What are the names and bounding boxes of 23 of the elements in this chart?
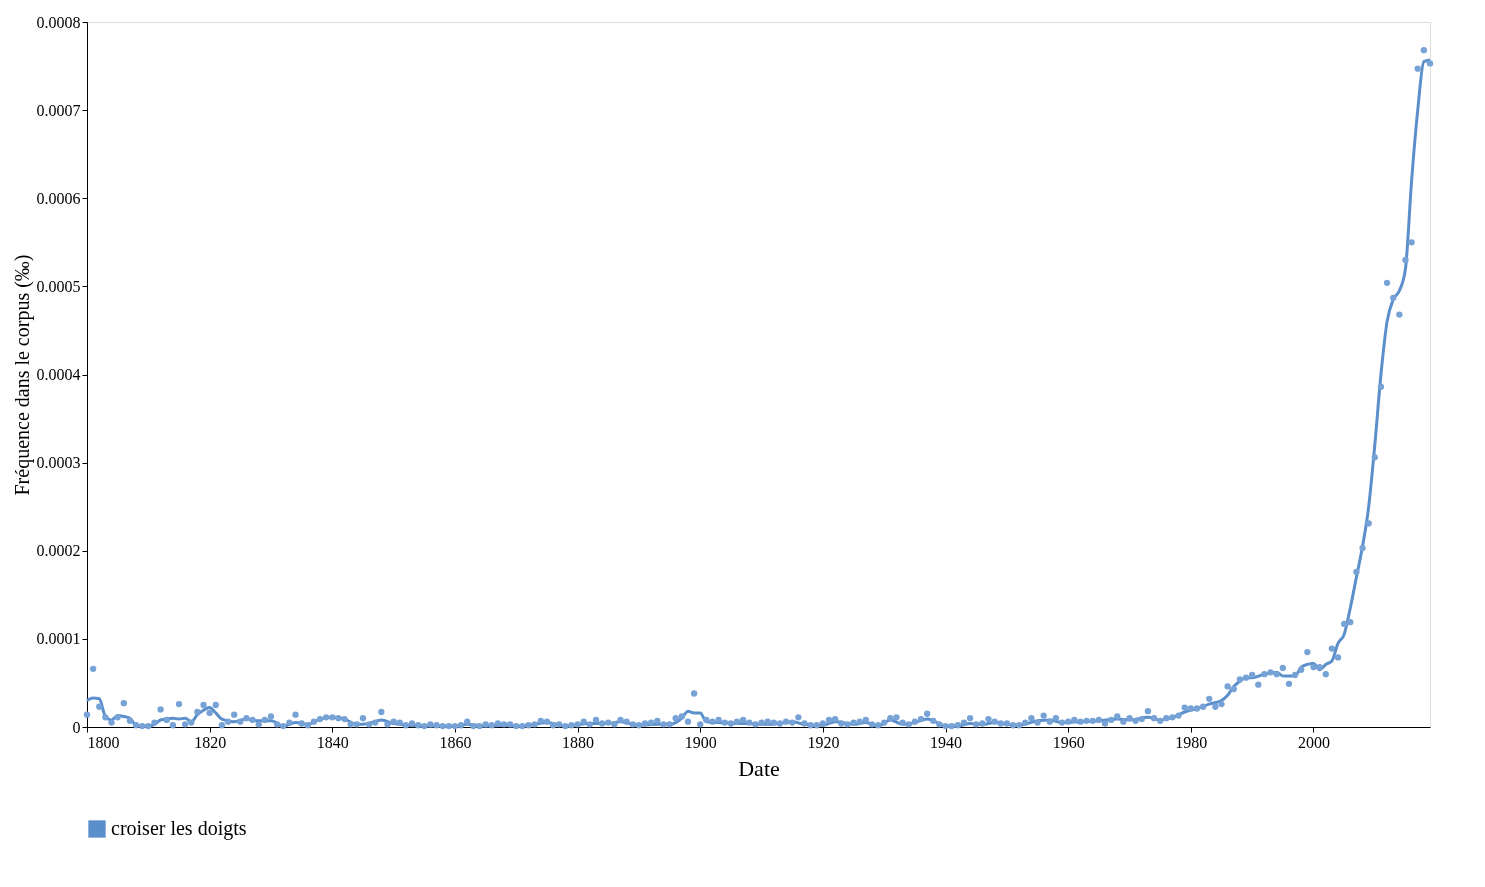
y-tick-label: 0.0006 (36, 189, 81, 207)
y-tick-label: 0 (72, 718, 81, 736)
y-tick-label: 0.0001 (36, 630, 81, 648)
x-tick-label: 1980 (1175, 733, 1208, 751)
x-tick-label: 2000 (1297, 733, 1330, 751)
x-tick-label: 1920 (807, 733, 840, 751)
y-tick-label: 0.0002 (36, 542, 81, 560)
x-tick-label: 1940 (930, 733, 963, 751)
x-tick-label: 1840 (316, 733, 349, 751)
y-tick-label: 0.0008 (36, 13, 81, 31)
x-tick-label: 1880 (562, 733, 595, 751)
y-tick-label: 0.0003 (36, 454, 81, 472)
y-tick-label: 0.0004 (36, 366, 81, 383)
x-tick-label: 1960 (1052, 733, 1085, 751)
x-tick-label: 1860 (439, 733, 472, 751)
x-tick-label: 1800 (87, 733, 120, 751)
x-tick-label: 1900 (684, 733, 717, 751)
x-axis-title: Date (738, 755, 780, 781)
x-tick-label: 1820 (194, 733, 227, 751)
y-tick-label: 0.0005 (36, 277, 81, 295)
y-axis-title: Fréquence dans le corpus (‰) (10, 254, 34, 496)
legend-label: croiser les doigts (111, 817, 247, 840)
y-tick-label: 0.0007 (36, 101, 81, 119)
